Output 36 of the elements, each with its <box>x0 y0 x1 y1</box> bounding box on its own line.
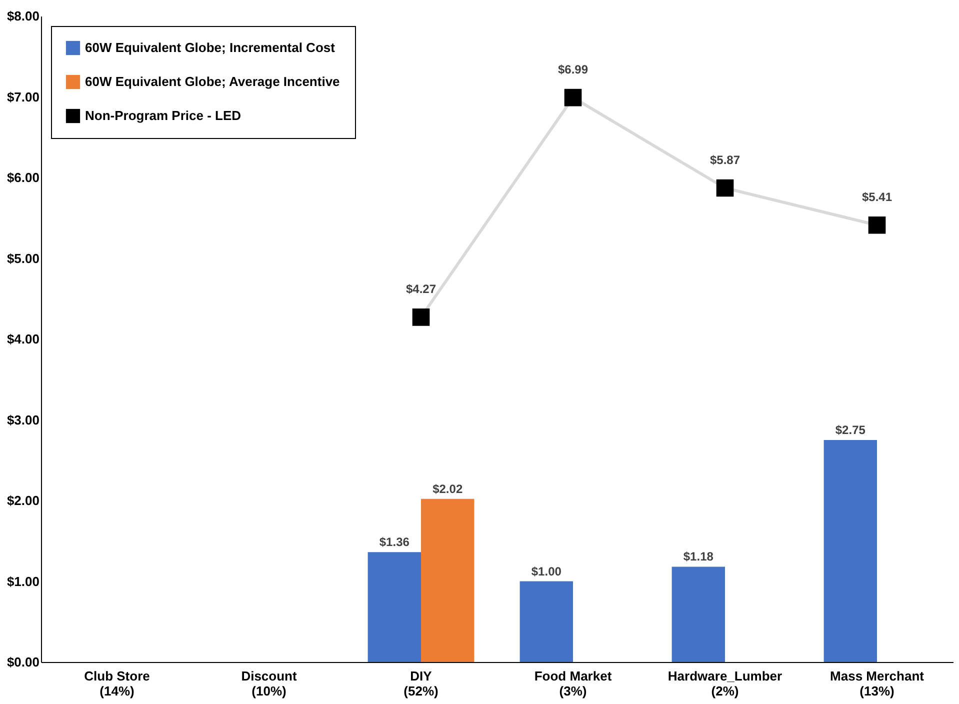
y-tick-label: $2.00 <box>6 493 40 508</box>
x-tick-label: Mass Merchant (13%) <box>830 668 925 698</box>
point <box>564 88 582 106</box>
y-tick-label: $3.00 <box>6 412 40 428</box>
data-label: $1.18 <box>683 550 714 564</box>
x-tick-label: Discount (10%) <box>241 668 298 698</box>
point <box>868 216 886 234</box>
data-label: $2.75 <box>835 422 866 437</box>
data-label: $2.02 <box>432 482 463 496</box>
data-label: $4.27 <box>406 282 436 296</box>
data-label: $5.87 <box>710 152 740 167</box>
y-tick-label: $0.00 <box>6 654 40 670</box>
point <box>716 179 734 197</box>
legend-label: 60W Equivalent Globe; Average Incentive <box>85 74 340 89</box>
bar <box>824 440 877 662</box>
x-tick-label: Club Store (14%) <box>84 668 150 698</box>
data-label: $1.36 <box>379 535 410 550</box>
legend-label: 60W Equivalent Globe; Incremental Cost <box>85 40 336 55</box>
bar <box>520 581 573 662</box>
x-tick-label: Food Market (3%) <box>534 668 612 698</box>
y-tick-label: $5.00 <box>6 250 40 266</box>
bar <box>421 498 474 662</box>
x-tick-label: DIY (52%) <box>404 668 438 698</box>
bar <box>368 552 421 662</box>
y-tick-label: $8.00 <box>6 8 40 24</box>
y-tick-label: $1.00 <box>6 574 40 589</box>
x-tick-label: Hardware_Lumber (2%) <box>668 668 782 698</box>
data-label: $6.99 <box>558 62 588 77</box>
data-label: $5.41 <box>862 190 892 204</box>
point <box>412 308 430 326</box>
y-tick-label: $6.00 <box>6 170 40 185</box>
legend-label: Non-Program Price - LED <box>85 108 242 123</box>
y-tick-label: $4.00 <box>6 332 40 346</box>
data-label: $1.00 <box>531 564 562 578</box>
bar <box>672 566 725 662</box>
y-tick-label: $7.00 <box>6 89 40 104</box>
